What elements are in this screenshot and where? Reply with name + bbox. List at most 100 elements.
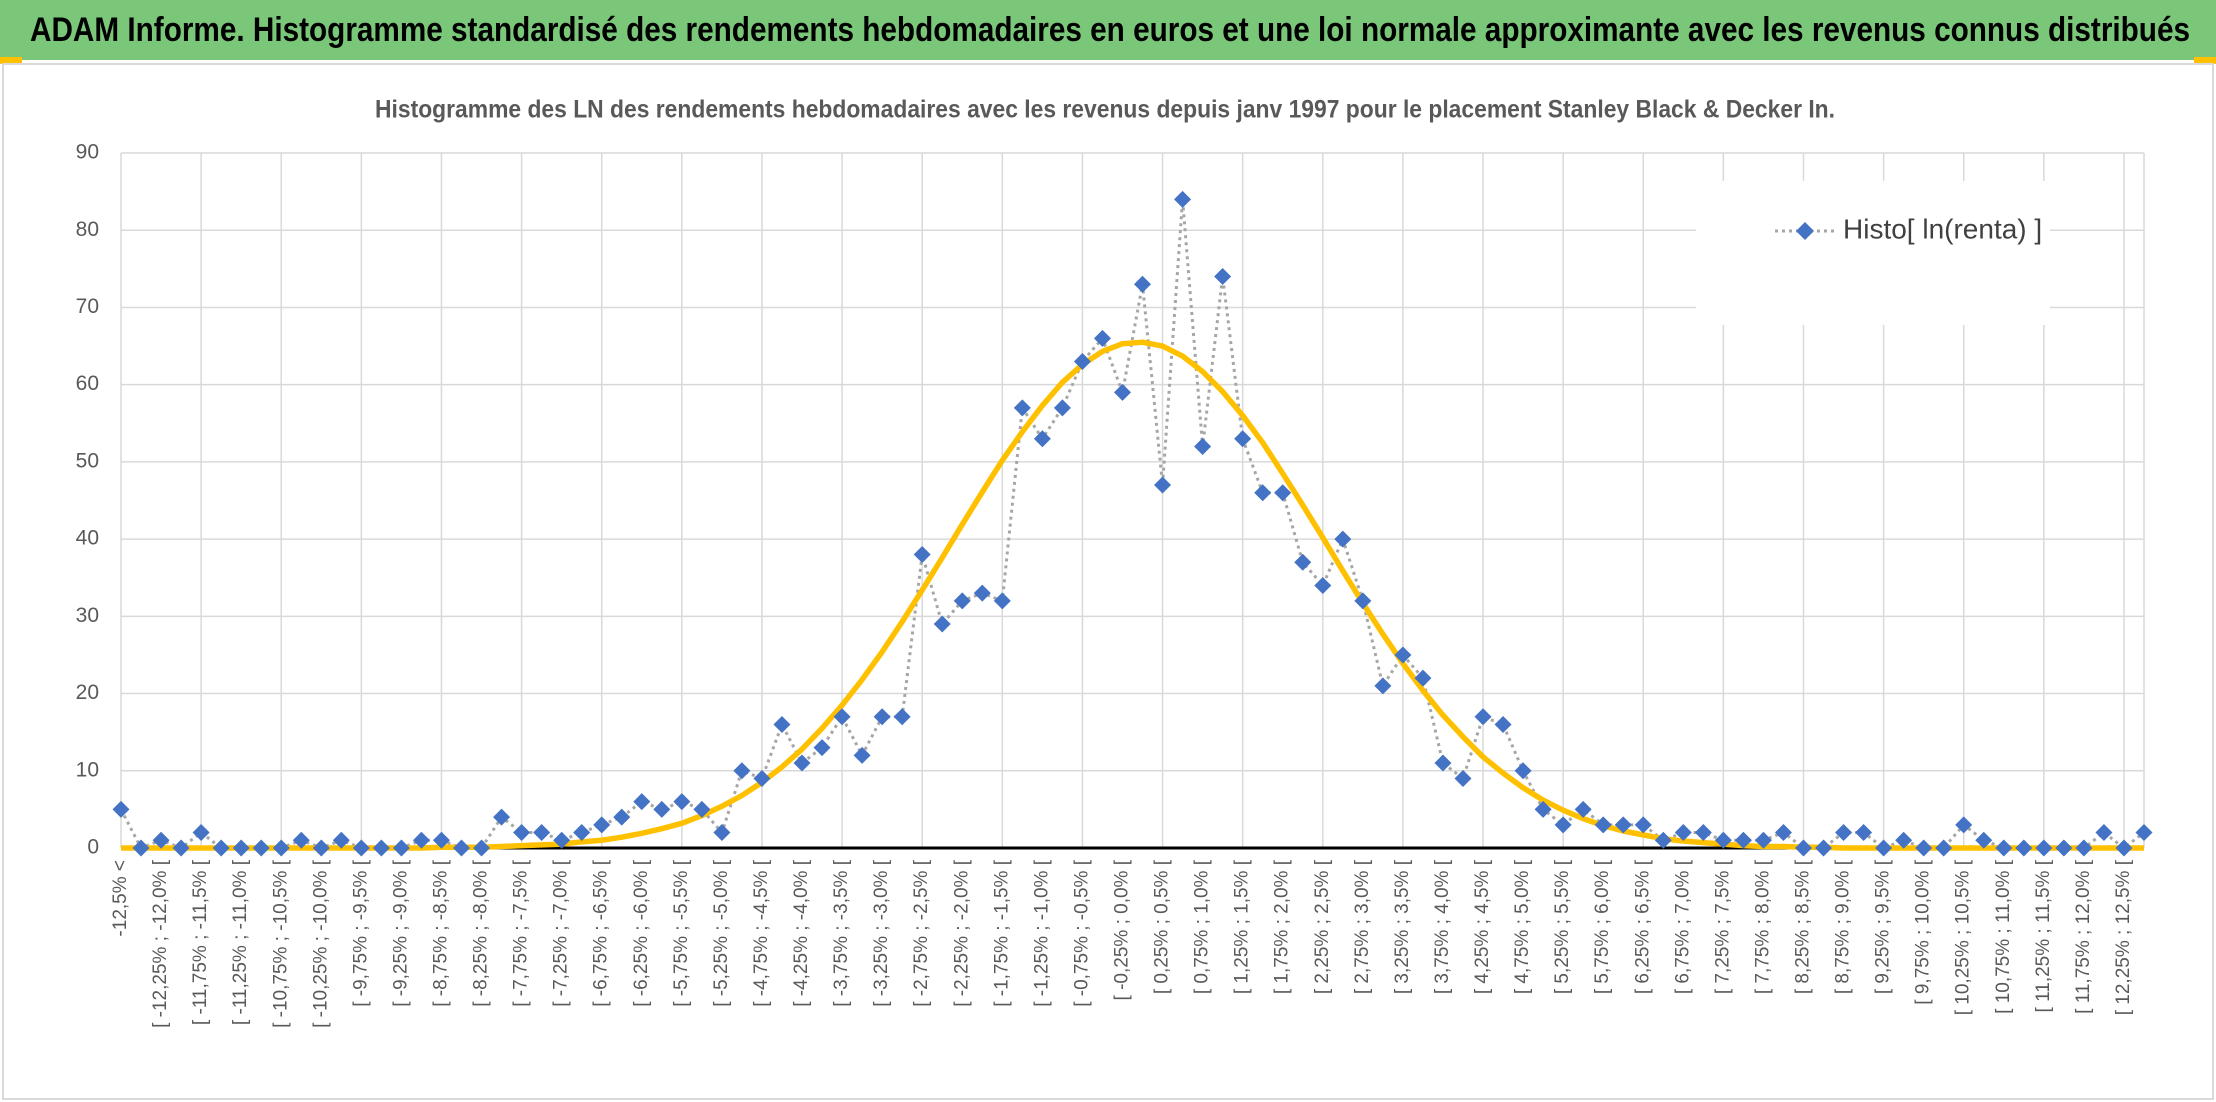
data-point xyxy=(1274,484,1292,502)
grid xyxy=(120,152,2145,850)
data-point xyxy=(332,831,350,849)
data-point xyxy=(1154,476,1172,494)
data-point xyxy=(553,831,571,849)
data-point xyxy=(873,708,891,726)
x-tick-label: [ -11,25% ; -11,0% [ xyxy=(230,859,251,1025)
data-point xyxy=(913,546,931,564)
data-point xyxy=(2035,839,2053,857)
data-point xyxy=(673,793,691,811)
data-point xyxy=(1314,576,1332,594)
y-tick-label: 80 xyxy=(76,218,99,241)
data-point xyxy=(232,839,250,857)
data-point xyxy=(1634,816,1652,834)
data-point xyxy=(312,839,330,857)
data-point xyxy=(1815,839,1833,857)
corner xyxy=(0,57,22,64)
data-point xyxy=(1334,530,1352,548)
x-tick-label: [ -6,75% ; -6,5% [ xyxy=(591,859,612,1007)
data-point xyxy=(1294,553,1312,571)
data-point xyxy=(1995,839,2013,857)
x-tick-label: [ 2,75% ; 3,0% [ xyxy=(1352,859,1373,994)
data-point xyxy=(172,839,190,857)
data-point xyxy=(1494,715,1512,733)
data-point xyxy=(573,824,591,842)
x-tick-label: [ -1,25% ; -1,0% [ xyxy=(1031,859,1052,1007)
data-point xyxy=(1514,762,1532,780)
data-point xyxy=(973,584,991,602)
data-point xyxy=(1614,816,1632,834)
data-point xyxy=(1093,329,1111,347)
data-point xyxy=(432,831,450,849)
x-tick-label: [ 9,25% ; 9,5% [ xyxy=(1873,859,1894,994)
data-point xyxy=(633,793,651,811)
data-point xyxy=(513,824,531,842)
x-tick-label: [ -4,75% ; -4,5% [ xyxy=(751,859,772,1007)
data-point xyxy=(1674,824,1692,842)
data-point xyxy=(1374,677,1392,695)
data-point xyxy=(1194,437,1212,455)
data-point xyxy=(352,839,370,857)
data-point xyxy=(1013,399,1031,417)
data-point xyxy=(1895,831,1913,849)
data-point xyxy=(1134,275,1152,293)
x-tick-label: [ 9,75% ; 10,0% [ xyxy=(1913,859,1934,1004)
data-point xyxy=(733,762,751,780)
data-point xyxy=(1935,839,1953,857)
chart-border xyxy=(2,63,2214,1100)
data-point xyxy=(1594,816,1612,834)
x-tick-label: [ -3,75% ; -3,5% [ xyxy=(831,859,852,1007)
data-point xyxy=(272,839,290,857)
data-point xyxy=(1414,669,1432,687)
x-tick-label: [ -4,25% ; -4,0% [ xyxy=(791,859,812,1007)
data-point xyxy=(1714,831,1732,849)
data-point xyxy=(2135,824,2153,842)
data-point xyxy=(412,831,430,849)
x-tick-label: [ 4,75% ; 5,0% [ xyxy=(1512,859,1533,994)
x-tick-label: [ 3,75% ; 4,0% [ xyxy=(1432,859,1453,994)
x-tick-label: [ -0,25% ; 0,0% [ xyxy=(1112,859,1133,1000)
x-tick-label: [ 10,75% ; 11,0% [ xyxy=(1993,859,2014,1014)
data-point xyxy=(2095,824,2113,842)
x-tick-label: [ -11,75% ; -11,5% [ xyxy=(190,859,211,1025)
x-tick-label: [ -6,25% ; -6,0% [ xyxy=(631,859,652,1007)
data-point xyxy=(1835,824,1853,842)
data-point xyxy=(1855,824,1873,842)
x-tick-label: [ 1,75% ; 2,0% [ xyxy=(1272,859,1293,994)
x-tick-label: [ 10,25% ; 10,5% [ xyxy=(1953,859,1974,1015)
x-tick-label: [ 5,75% ; 6,0% [ xyxy=(1592,859,1613,994)
x-tick-label: [ -9,25% ; -9,0% [ xyxy=(390,859,411,1007)
y-tick-label: 0 xyxy=(87,836,99,859)
x-tick-label: [ 1,25% ; 1,5% [ xyxy=(1232,859,1253,994)
x-tick-label: [ 12,25% ; 12,5% [ xyxy=(2113,859,2134,1015)
legend-marker xyxy=(1796,222,1814,240)
data-point xyxy=(192,824,210,842)
data-point xyxy=(152,831,170,849)
data-point xyxy=(1875,839,1893,857)
data-point xyxy=(112,800,130,818)
x-tick-label: [ 6,75% ; 7,0% [ xyxy=(1672,859,1693,994)
y-tick-label: 10 xyxy=(76,758,99,781)
data-point xyxy=(212,839,230,857)
data-point xyxy=(593,816,611,834)
x-tick-label: [ 11,75% ; 12,0% [ xyxy=(2073,859,2094,1014)
data-point xyxy=(2075,839,2093,857)
data-point xyxy=(773,715,791,733)
data-point xyxy=(372,839,390,857)
data-point xyxy=(132,839,150,857)
x-tick-label: [ -0,75% ; -0,5% [ xyxy=(1071,859,1092,1007)
data-point xyxy=(473,839,491,857)
x-tick-label: [ 6,25% ; 6,5% [ xyxy=(1632,859,1653,994)
x-tick-label: [ 0,75% ; 1,0% [ xyxy=(1192,859,1213,994)
x-tick-label: [ -7,25% ; -7,0% [ xyxy=(551,859,572,1007)
x-tick-label: [ 3,25% ; 3,5% [ xyxy=(1392,859,1413,994)
data-point xyxy=(493,808,511,826)
y-tick-label: 20 xyxy=(76,681,99,704)
data-point xyxy=(1915,839,1933,857)
x-tick-label: [ -9,75% ; -9,5% [ xyxy=(350,859,371,1007)
data-point xyxy=(1234,430,1252,448)
data-point xyxy=(753,770,771,787)
chart-title: Histogramme des LN des rendements hebdom… xyxy=(375,96,1835,124)
x-tick-label: [ -8,25% ; -8,0% [ xyxy=(471,859,492,1007)
title-band xyxy=(0,0,2216,60)
